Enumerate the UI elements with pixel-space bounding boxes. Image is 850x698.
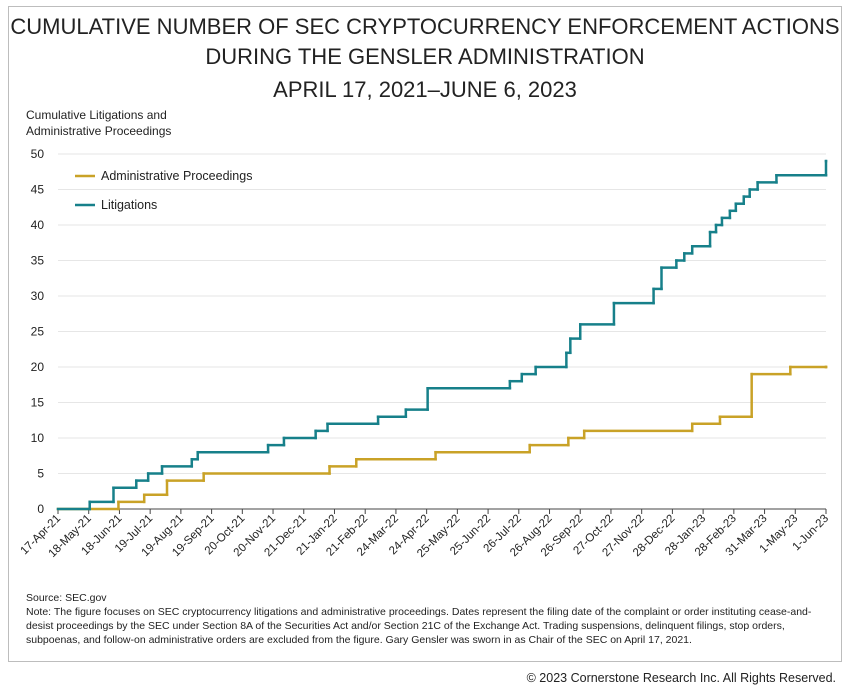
chart: CUMULATIVE NUMBER OF SEC CRYPTOCURRENCY … <box>10 14 839 560</box>
y-axis-label: Administrative Proceedings <box>26 124 171 138</box>
source: Source: SEC.gov <box>26 592 107 604</box>
chart-title: APRIL 17, 2021–JUNE 6, 2023 <box>273 77 577 102</box>
y-tick-label: 25 <box>31 325 45 339</box>
y-tick-label: 20 <box>31 360 45 374</box>
series <box>56 159 828 511</box>
chart-frame <box>8 6 842 662</box>
y-tick-label: 10 <box>31 431 45 445</box>
chart-title: CUMULATIVE NUMBER OF SEC CRYPTOCURRENCY … <box>10 14 839 39</box>
y-tick-label: 35 <box>31 254 45 268</box>
y-tick-label: 15 <box>31 396 45 410</box>
note: Note: The figure focuses on SEC cryptocu… <box>26 606 812 646</box>
legend-label: Litigations <box>101 198 157 212</box>
y-tick-label: 5 <box>37 467 44 481</box>
legend-label: Administrative Proceedings <box>101 169 252 183</box>
y-tick-label: 0 <box>37 502 44 516</box>
series <box>56 365 828 511</box>
chart-title: DURING THE GENSLER ADMINISTRATION <box>205 44 644 69</box>
y-tick-label: 30 <box>31 289 45 303</box>
y-tick-label: 45 <box>31 183 45 197</box>
y-axis-label: Cumulative Litigations and <box>26 108 167 122</box>
y-tick-label: 50 <box>31 147 45 161</box>
copyright: © 2023 Cornerstone Research Inc. All Rig… <box>526 671 836 685</box>
y-tick-label: 40 <box>31 218 45 232</box>
